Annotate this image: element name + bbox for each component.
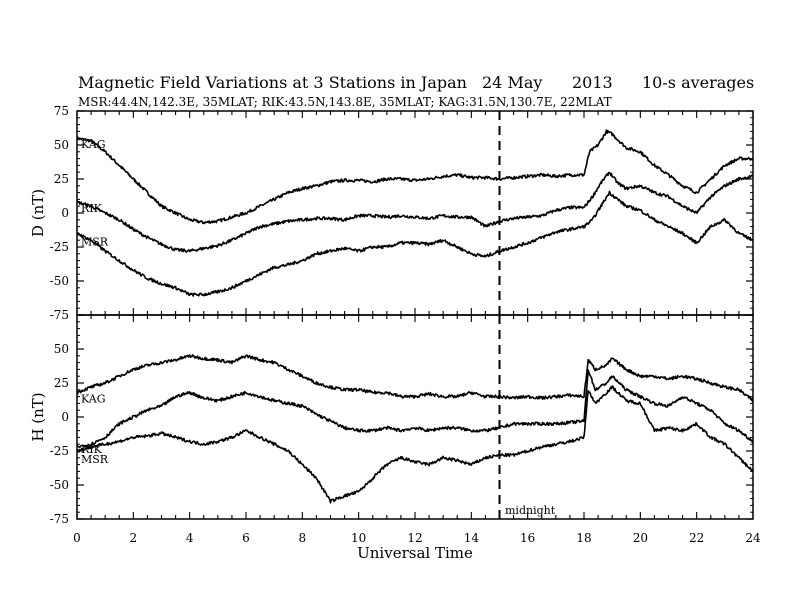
x-tick-label: 16 (520, 531, 535, 545)
x-tick-label: 4 (186, 531, 194, 545)
trace-msr (76, 385, 754, 504)
chart-averaging: 10-s averages (642, 73, 754, 92)
y-tick-label: 0 (61, 206, 69, 220)
y-tick-label: -75 (50, 512, 69, 526)
y-tick-label: 50 (54, 342, 69, 356)
y-tick-label: 25 (54, 172, 69, 186)
station-label-msr: MSR (81, 235, 109, 248)
trace-kag (76, 354, 754, 402)
y-tick-label: 0 (61, 410, 69, 424)
panel-h-ylabel: H (nT) (29, 392, 47, 441)
station-label-rik: RIK (81, 202, 103, 215)
x-tick-label: 24 (745, 531, 761, 545)
x-tick-label: 2 (130, 531, 138, 545)
station-label-msr: MSR (81, 453, 109, 466)
y-tick-label: -50 (50, 274, 69, 288)
x-tick-label: 22 (689, 531, 704, 545)
chart-title: Magnetic Field Variations at 3 Stations … (78, 73, 467, 92)
x-tick-label: 0 (73, 531, 81, 545)
x-tick-label: 20 (633, 531, 648, 545)
x-tick-label: 8 (299, 531, 307, 545)
trace-msr (76, 190, 754, 297)
station-label-kag: KAG (81, 138, 106, 151)
x-tick-label: 18 (576, 531, 591, 545)
panel-d-ylabel: D (nT) (29, 189, 47, 237)
x-tick-label: 6 (242, 531, 250, 545)
trace-rik (76, 171, 754, 253)
trace-rik (76, 369, 754, 448)
y-tick-label: 75 (54, 104, 69, 118)
y-tick-label: 50 (54, 138, 69, 152)
x-axis-label: Universal Time (357, 544, 473, 562)
trace-kag (76, 129, 754, 225)
chart-date: 24 May (482, 73, 542, 92)
x-tick-label: 10 (351, 531, 366, 545)
panel-h-frame (76, 314, 754, 520)
chart-year: 2013 (572, 73, 613, 92)
y-tick-label: 25 (54, 376, 69, 390)
y-tick-label: -50 (50, 478, 69, 492)
x-tick-label: 14 (464, 531, 480, 545)
midnight-label: midnight (505, 504, 556, 517)
y-tick-label: -75 (50, 308, 69, 322)
chart-stations-subtitle: MSR:44.4N,142.3E, 35MLAT; RIK:43.5N,143.… (78, 95, 612, 109)
x-tick-label: 12 (407, 531, 422, 545)
y-tick-label: -25 (50, 444, 69, 458)
y-tick-label: -25 (50, 240, 69, 254)
station-label-kag: KAG (81, 393, 106, 406)
